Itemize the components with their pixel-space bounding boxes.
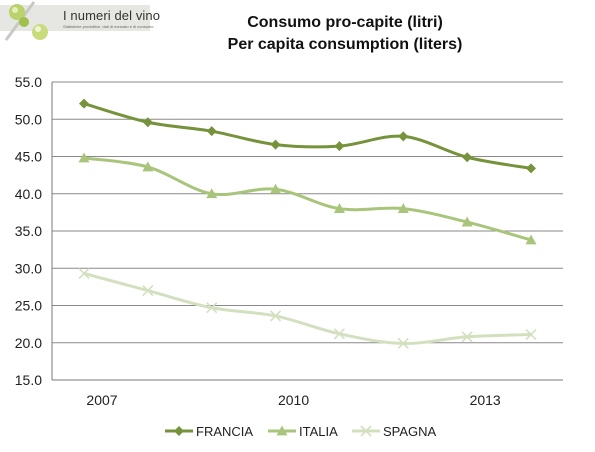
series-group [78,98,537,350]
triangle-marker [525,234,537,245]
logo: I numeri del vino Statistiche produttive… [0,0,160,46]
x-marker-stroke [360,425,372,437]
x-marker [333,328,345,340]
y-tick-label: 40.0 [15,186,42,202]
x-marker-stroke [461,331,473,343]
x-marker-stroke [78,267,90,280]
series-line [83,156,532,242]
x-marker [525,328,537,341]
diamond-marker [398,131,409,142]
y-tick-label: 45.0 [15,149,42,165]
x-marker-stroke [333,328,345,340]
triangle-marker [461,216,473,227]
triangle-marker [397,203,409,214]
diamond-marker [270,139,281,150]
y-tick-label: 15.0 [15,372,42,388]
x-marker-stroke [206,302,218,314]
logo-subtitle: Statistiche produttive, dati di mercato … [63,24,154,29]
logo-title: I numeri del vino [63,8,161,23]
y-tick-label: 35.0 [15,223,42,239]
chart-subtitle: Per capita consumption (liters) [227,36,463,53]
x-marker [78,267,90,280]
legend-label: FRANCIA [196,424,253,439]
y-tick-label: 50.0 [15,111,42,127]
x-marker-stroke [270,310,282,322]
x-marker-stroke [525,328,537,341]
triangle-marker [78,152,90,163]
x-axis-ticks: 2007 2010 2013 [86,392,501,408]
x-marker-stroke [397,337,409,350]
diamond-marker [462,152,473,163]
legend-item-francia: FRANCIA [165,424,253,439]
y-tick-label: 30.0 [15,260,42,276]
x-tick-label: 2013 [470,392,501,408]
series-line [83,102,532,170]
y-axis-ticks: 15.0 20.0 25.0 30.0 35.0 40.0 45.0 50.0 55.0 [15,74,42,388]
legend-label: SPAGNA [383,424,437,439]
x-marker [206,302,218,314]
chart-title: Consumo pro-capite (litri) [247,14,443,31]
triangle-marker [142,161,154,172]
y-tick-label: 55.0 [15,74,42,90]
legend-item-italia: ITALIA [268,424,338,439]
triangle-marker [333,203,345,214]
triangle-marker [206,188,218,199]
diamond-marker [334,141,345,152]
diamond-marker [142,117,153,128]
y-tick-label: 20.0 [15,335,42,351]
x-marker [270,310,282,322]
diamond-marker [79,98,89,109]
triangle-marker [276,425,288,436]
diamond-marker [526,163,536,174]
chart-title-block: Consumo pro-capite (litri) Per capita co… [170,12,520,56]
triangle-marker [270,183,282,194]
diamond-marker [206,126,217,137]
grape-percent-icon [4,1,48,41]
x-marker-stroke [142,285,154,297]
x-tick-label: 2007 [86,392,117,408]
series-line [83,272,532,345]
legend-label: ITALIA [299,424,338,439]
legend: FRANCIA ITALIA SPAGNA [165,424,437,439]
axes [51,82,563,381]
diamond-marker [174,426,184,436]
x-marker [360,425,372,437]
y-tick-label: 25.0 [15,298,42,314]
x-marker [461,331,473,343]
series-spagna [78,267,537,350]
x-marker [142,285,154,297]
legend-item-spagna: SPAGNA [352,424,437,439]
series-italia [78,152,537,245]
series-francia [79,98,536,174]
grid-lines [52,81,563,344]
x-marker [397,337,409,350]
x-tick-label: 2010 [278,392,309,408]
